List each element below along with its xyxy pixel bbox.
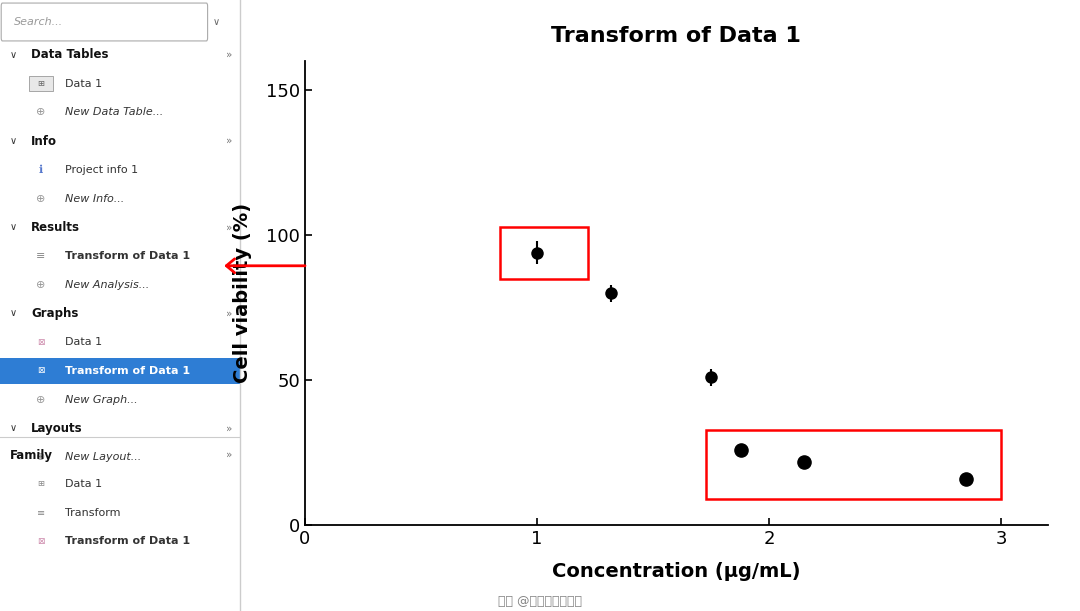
Text: ≡: ≡	[37, 508, 45, 518]
Bar	[500, 227, 588, 279]
Text: »: »	[227, 50, 233, 60]
Text: ∨: ∨	[10, 50, 16, 60]
Point	[795, 457, 812, 467]
Text: Results: Results	[31, 221, 80, 234]
Text: New Graph...: New Graph...	[65, 395, 137, 404]
Text: Transform of Data 1: Transform of Data 1	[65, 536, 190, 546]
Text: New Analysis...: New Analysis...	[65, 280, 149, 290]
Text: Info: Info	[31, 134, 57, 148]
Text: Data 1: Data 1	[65, 479, 102, 489]
Text: Family: Family	[10, 448, 53, 462]
Bar	[0, 358, 240, 384]
Text: »: »	[227, 309, 233, 318]
Text: Search...: Search...	[14, 17, 64, 27]
Text: New Layout...: New Layout...	[65, 452, 141, 462]
Text: ⊞: ⊞	[38, 480, 44, 488]
Text: ⊕: ⊕	[36, 280, 45, 290]
Text: Data 1: Data 1	[65, 79, 102, 89]
Text: »: »	[227, 450, 233, 460]
Text: ⊠: ⊠	[37, 338, 44, 346]
Text: ∨: ∨	[10, 222, 16, 232]
Text: Data 1: Data 1	[65, 337, 102, 347]
Text: ⊠: ⊠	[37, 367, 44, 375]
Text: ∨: ∨	[10, 309, 16, 318]
Text: Data Tables: Data Tables	[31, 48, 109, 62]
Point	[958, 474, 975, 484]
Text: ∨: ∨	[213, 17, 219, 27]
Text: ⊕: ⊕	[36, 108, 45, 117]
Bar	[706, 430, 1001, 499]
Title: Transform of Data 1: Transform of Data 1	[551, 26, 801, 46]
Text: ⊠: ⊠	[37, 537, 44, 546]
X-axis label: Concentration (μg/mL): Concentration (μg/mL)	[552, 562, 800, 581]
Text: Transform of Data 1: Transform of Data 1	[65, 366, 190, 376]
Text: Project info 1: Project info 1	[65, 165, 138, 175]
FancyBboxPatch shape	[29, 76, 53, 91]
Text: Transform of Data 1: Transform of Data 1	[65, 251, 190, 261]
Text: ⊞: ⊞	[38, 79, 44, 88]
Text: ⊕: ⊕	[36, 452, 45, 462]
Text: Graphs: Graphs	[31, 307, 79, 320]
Text: Transform: Transform	[65, 508, 120, 518]
Text: ≡: ≡	[36, 251, 45, 261]
Text: 头条 @投必得论文编译: 头条 @投必得论文编译	[498, 595, 582, 608]
Text: Layouts: Layouts	[31, 422, 83, 435]
Text: ⊕: ⊕	[36, 395, 45, 404]
Text: ⊕: ⊕	[36, 194, 45, 203]
Text: New Data Table...: New Data Table...	[65, 108, 163, 117]
FancyBboxPatch shape	[1, 3, 207, 41]
Text: »: »	[227, 136, 233, 146]
Text: New Info...: New Info...	[65, 194, 124, 203]
Text: ∨: ∨	[10, 423, 16, 433]
Text: ∨: ∨	[10, 136, 16, 146]
Point	[732, 445, 750, 455]
Y-axis label: Cell viability (%): Cell viability (%)	[233, 203, 252, 383]
Text: ℹ: ℹ	[39, 165, 43, 175]
Text: »: »	[227, 222, 233, 232]
Text: »: »	[227, 423, 233, 433]
